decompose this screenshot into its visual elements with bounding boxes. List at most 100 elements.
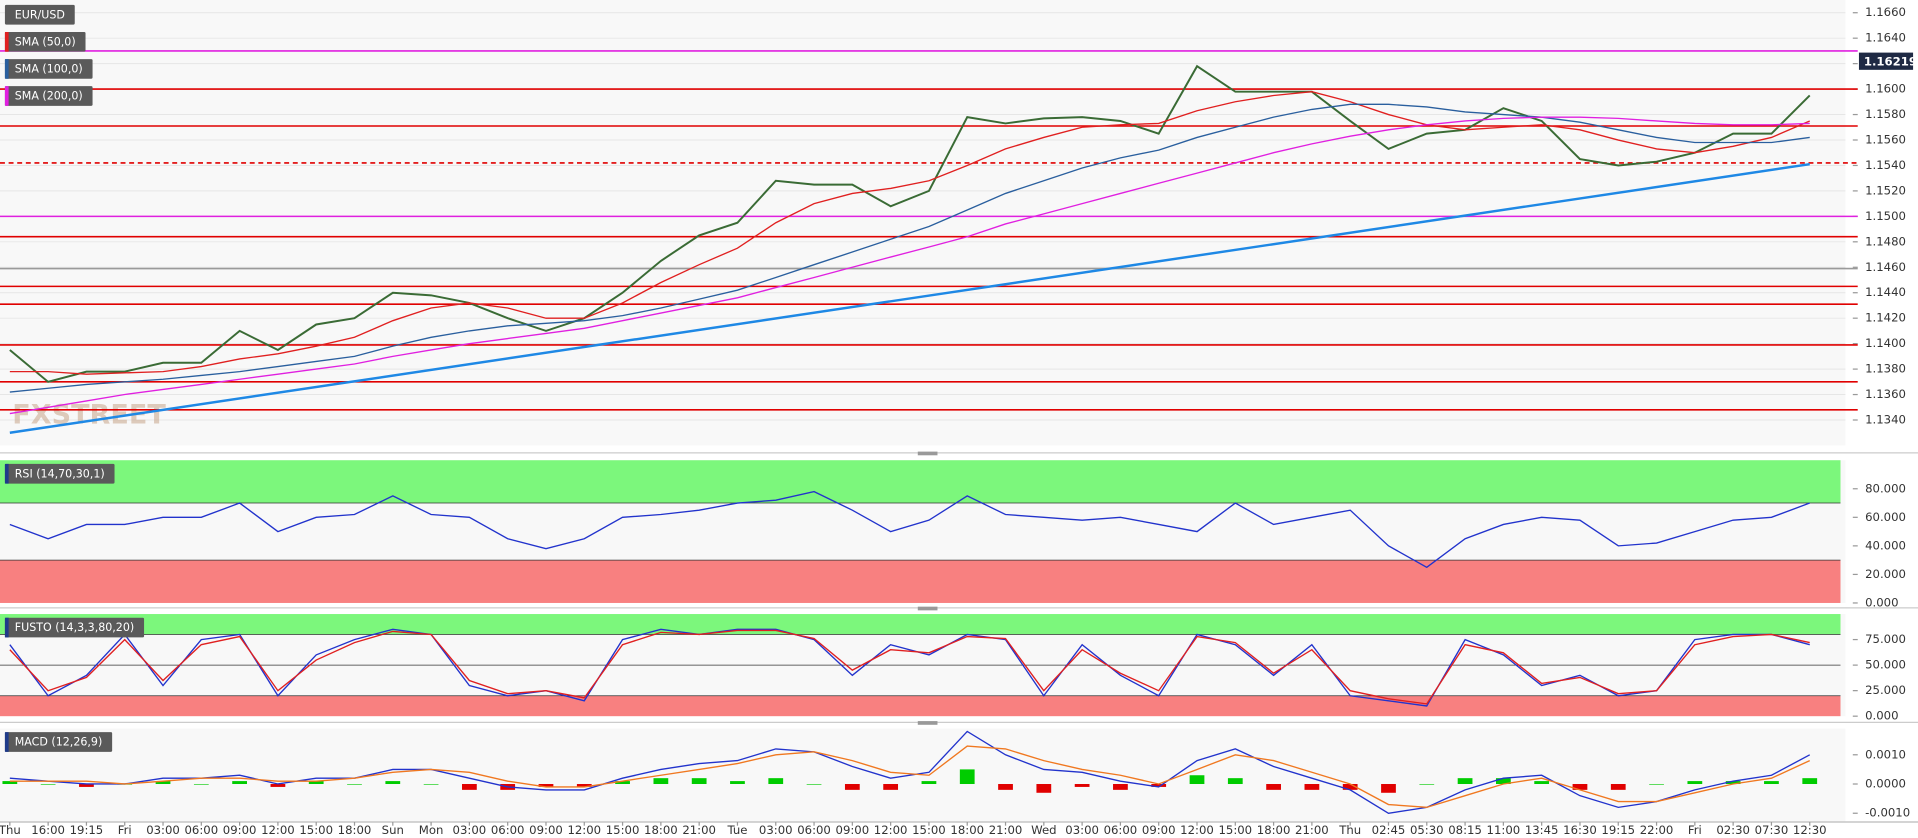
panel-label-text: RSI (14,70,30,1) — [15, 467, 105, 480]
panel-label: SMA (50,0) — [4, 31, 86, 52]
y-tick-label: 50.000 — [1865, 658, 1906, 672]
x-tick-label: 12:00 — [567, 823, 601, 837]
histogram-bar — [1610, 784, 1626, 790]
y-tick-label: 1.1500 — [1865, 209, 1906, 223]
x-tick-label: 21:00 — [1295, 823, 1329, 837]
resize-handle[interactable] — [917, 451, 938, 456]
panel-label: FUSTO (14,3,3,80,20) — [4, 617, 145, 638]
y-tick-label: 75.000 — [1865, 632, 1906, 646]
panel-label-text: SMA (50,0) — [15, 35, 76, 48]
histogram-bar — [1304, 784, 1320, 790]
x-tick-label: Tue — [726, 823, 747, 837]
series-line — [9, 730, 1811, 814]
histogram-bar — [730, 781, 745, 785]
y-tick-label: 60.000 — [1865, 510, 1906, 524]
y-tick-label: 80.000 — [1865, 481, 1906, 495]
x-tick-label: 12:00 — [874, 823, 908, 837]
panel-label-text: FUSTO (14,3,3,80,20) — [15, 621, 134, 634]
histogram-bar — [768, 778, 784, 785]
histogram-bar — [921, 781, 937, 785]
x-tick-label: Sun — [382, 823, 404, 837]
panel-label-box — [4, 4, 75, 25]
x-tick-label: 15:00 — [299, 823, 333, 837]
x-tick-label: 03:00 — [146, 823, 180, 837]
x-tick-label: 03:00 — [759, 823, 793, 837]
histogram-bar — [1495, 778, 1511, 785]
panel-label-box — [4, 463, 115, 484]
y-tick-label: 1.1340 — [1865, 413, 1906, 427]
resize-handle[interactable] — [917, 721, 938, 725]
histogram-bar — [1227, 778, 1243, 785]
legend-swatch — [4, 31, 9, 52]
x-tick-label: 18:00 — [1257, 823, 1291, 837]
legend-swatch — [4, 59, 9, 79]
histogram-bar — [576, 784, 592, 787]
histogram-bar — [844, 784, 860, 790]
histogram-bar — [691, 778, 707, 785]
y-tick-label: 1.1360 — [1865, 387, 1906, 401]
series-line — [9, 64, 1811, 383]
x-tick-label: 11:00 — [1487, 823, 1521, 837]
x-tick-label: 09:00 — [836, 823, 870, 837]
histogram-bar — [155, 781, 171, 785]
y-tick-label: 1.1600 — [1865, 82, 1906, 96]
series-line — [9, 116, 1810, 415]
last-price-box — [1858, 52, 1914, 70]
histogram-bar — [1113, 784, 1128, 790]
histogram-bar — [79, 784, 94, 787]
y-tick-label: 1.1560 — [1865, 132, 1906, 146]
series-line — [9, 90, 1811, 375]
oversold-zone — [0, 695, 1841, 717]
x-tick-label: 22:00 — [1640, 823, 1674, 837]
trend-line — [9, 162, 1810, 434]
panel-label-box — [4, 86, 93, 106]
y-tick-label: 0.000 — [1865, 709, 1898, 723]
x-tick-label: 03:00 — [453, 823, 487, 837]
x-tick-label: 06:00 — [185, 823, 219, 837]
series-line — [9, 490, 1810, 569]
panel-label-text: SMA (100,0) — [15, 63, 83, 76]
histogram-bar — [998, 784, 1013, 790]
legend-swatch — [4, 86, 9, 106]
histogram-bar — [615, 781, 630, 785]
histogram-bar — [883, 784, 899, 790]
histogram-bar — [308, 781, 324, 785]
x-tick-label: Thu — [1338, 823, 1361, 837]
series-line — [9, 629, 1810, 705]
histogram-bar — [1457, 778, 1473, 785]
x-tick-label: 15:00 — [606, 823, 640, 837]
histogram-bar — [1266, 784, 1281, 790]
histogram-bar — [1764, 781, 1779, 785]
x-tick-label: Thu — [0, 823, 21, 837]
histogram-bar — [1342, 784, 1358, 790]
x-tick-label: Wed — [1031, 823, 1056, 837]
resize-handle[interactable] — [917, 606, 938, 611]
panel-label: SMA (100,0) — [4, 59, 93, 79]
x-tick-label: 18:00 — [644, 823, 678, 837]
x-tick-label: 15:00 — [912, 823, 946, 837]
panel-label-box — [4, 31, 86, 52]
histogram-bar — [1649, 784, 1664, 785]
x-tick-label: 03:00 — [1065, 823, 1099, 837]
histogram-bar — [653, 778, 669, 785]
histogram-bar — [959, 769, 975, 785]
y-tick-label: 0.000 — [1865, 595, 1898, 609]
y-tick-label: 25.000 — [1865, 683, 1906, 697]
y-tick-label: 0.0010 — [1865, 747, 1906, 761]
x-tick-label: 08:15 — [1448, 823, 1482, 837]
x-tick-label: 09:00 — [1142, 823, 1176, 837]
histogram-bar — [2, 781, 18, 785]
overbought-zone — [0, 460, 1841, 504]
y-tick-label: 1.1660 — [1865, 5, 1906, 19]
y-tick-label: 20.000 — [1865, 567, 1906, 581]
overbought-zone — [0, 614, 1841, 635]
x-tick-label: 15:00 — [1218, 823, 1252, 837]
histogram-bar — [1151, 784, 1167, 787]
x-tick-label: 07:30 — [1755, 823, 1789, 837]
panel-label: EUR/USD — [4, 4, 75, 25]
y-tick-label: 0.0000 — [1865, 777, 1906, 791]
y-tick-label: -0.0010 — [1865, 806, 1910, 820]
y-tick-label: 1.1420 — [1865, 311, 1906, 325]
x-tick-label: Mon — [419, 823, 444, 837]
